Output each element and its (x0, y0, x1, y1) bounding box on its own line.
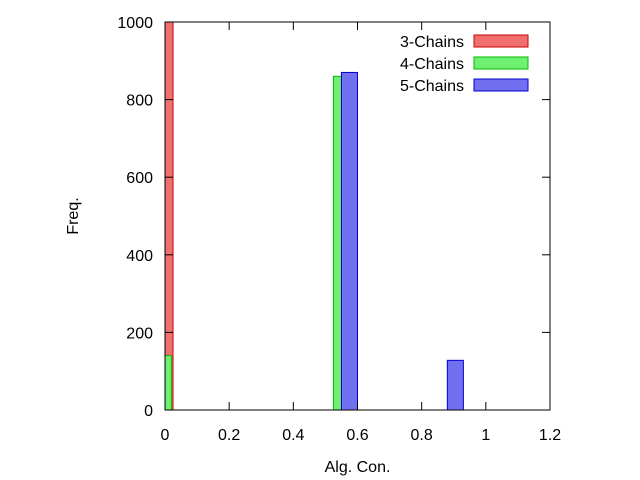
bar-5-chains-0 (340, 71, 359, 411)
x-tick-label: 0.8 (411, 427, 433, 444)
legend-swatch (473, 34, 529, 48)
legend-label: 3-Chains (400, 34, 464, 51)
bar-4-chains-1 (332, 75, 342, 411)
legend-label: 5-Chains (400, 78, 464, 95)
bars-layer (164, 21, 464, 411)
ticks-layer: 0 0.2 0.4 0.6 0.8 1 1.2 0 200 400 600 800 1000 (117, 15, 561, 444)
x-tick-label: 0.6 (346, 427, 368, 444)
y-tick-label: 200 (126, 325, 153, 342)
y-tick-label: 0 (144, 403, 153, 420)
legend-label: 4-Chains (400, 56, 464, 73)
legend-swatch (473, 78, 529, 92)
bar-3-chains-0 (164, 21, 174, 411)
y-axis-label: Freq. (65, 197, 82, 234)
bar-4-chains-0 (164, 355, 172, 411)
y-tick-label: 400 (126, 248, 153, 265)
x-tick-label: 1 (481, 427, 490, 444)
legend-swatch (473, 56, 529, 70)
y-tick-label: 800 (126, 93, 153, 110)
legend: 3-Chains 4-Chains 5-Chains (400, 34, 529, 95)
y-tick-label: 1000 (117, 15, 153, 32)
x-tick-label: 0 (161, 427, 170, 444)
y-tick-label: 600 (126, 170, 153, 187)
x-tick-label: 0.2 (218, 427, 240, 444)
x-tick-label: 0.4 (282, 427, 304, 444)
x-axis-label: Alg. Con. (325, 459, 391, 476)
x-tick-label: 1.2 (539, 427, 561, 444)
bar-5-chains-1 (446, 359, 464, 411)
